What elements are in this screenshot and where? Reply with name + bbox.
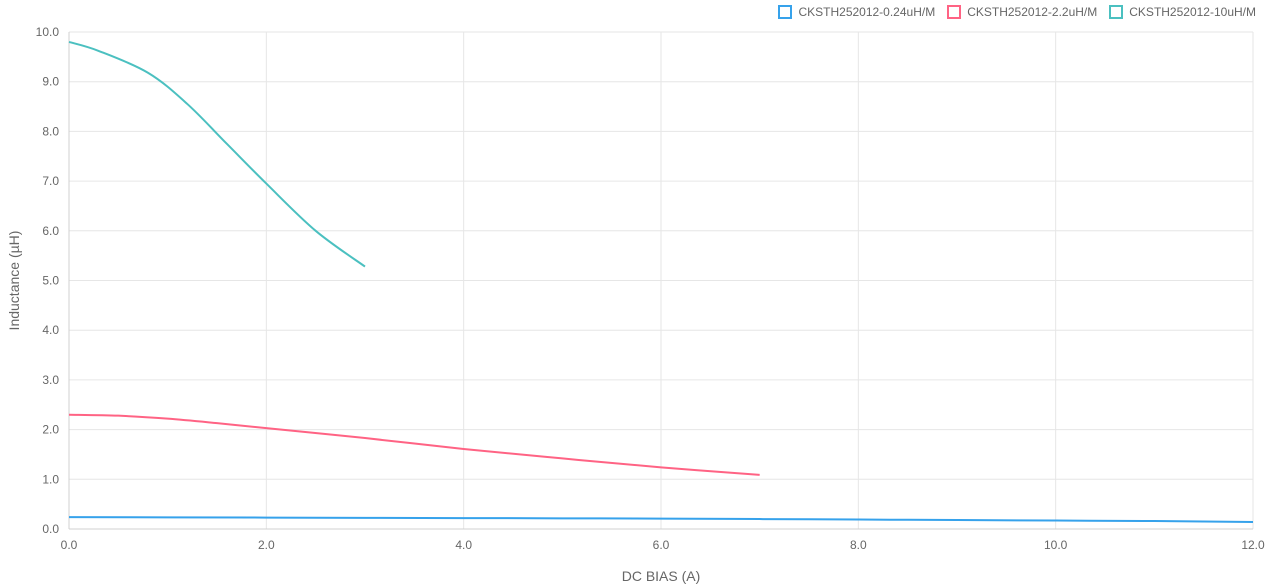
series-line-2 — [69, 415, 760, 475]
x-axis-title: DC BIAS (A) — [622, 568, 701, 584]
x-tick-label: 12.0 — [1241, 538, 1265, 552]
x-tick-label: 8.0 — [850, 538, 867, 552]
x-tick-label: 10.0 — [1044, 538, 1068, 552]
y-axis-title: Inductance (µH) — [6, 231, 22, 331]
y-tick-label: 3.0 — [42, 373, 59, 387]
y-tick-label: 6.0 — [42, 224, 59, 238]
y-tick-label: 10.0 — [36, 25, 60, 39]
x-tick-label: 0.0 — [61, 538, 78, 552]
y-tick-label: 2.0 — [42, 423, 59, 437]
y-tick-label: 8.0 — [42, 124, 59, 138]
x-tick-label: 4.0 — [455, 538, 472, 552]
y-tick-label: 9.0 — [42, 75, 59, 89]
y-tick-label: 4.0 — [42, 323, 59, 337]
x-tick-label: 6.0 — [653, 538, 670, 552]
y-tick-label: 7.0 — [42, 174, 59, 188]
y-tick-label: 5.0 — [42, 274, 59, 288]
series-line-3 — [69, 42, 365, 267]
y-tick-label: 1.0 — [42, 472, 59, 486]
x-tick-label: 2.0 — [258, 538, 275, 552]
y-tick-label: 0.0 — [42, 522, 59, 536]
